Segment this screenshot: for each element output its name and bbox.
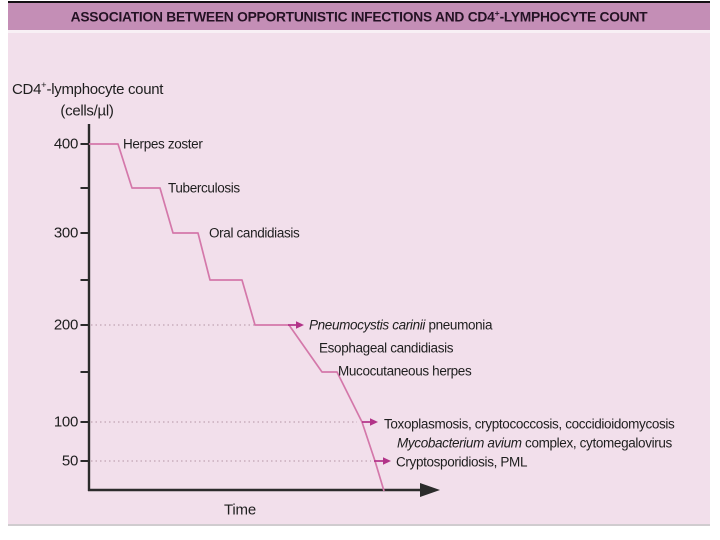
infection-label: Pneumocystis carinii pneumonia	[309, 318, 492, 333]
y-tick-label-100: 100	[53, 413, 78, 431]
infection-label-text-part: Tuberculosis	[168, 180, 240, 196]
infection-label-text-part: Herpes zoster	[123, 136, 203, 152]
y-tick-label-200: 200	[53, 316, 78, 334]
y-tick-label-50: 50	[61, 452, 78, 470]
figure-title-superscript-plus: +	[494, 8, 500, 19]
y-axis-title-text: CD4	[12, 81, 42, 98]
infection-label-italic-part: Mycobacterium avium	[397, 435, 522, 451]
y-tick-label-300: 300	[53, 224, 78, 242]
y-axis-title-superscript-plus: +	[41, 80, 47, 90]
infection-label: Toxoplasmosis, cryptococcosis, coccidioi…	[384, 416, 675, 432]
y-axis-title-text-end: -lymphocyte count	[46, 81, 164, 98]
x-axis-title: Time	[224, 501, 256, 519]
infection-label: Tuberculosis	[168, 181, 240, 196]
infection-label: Cryptosporidiosis, PML	[396, 455, 527, 470]
infection-label-text-part: Esophageal candidiasis	[319, 340, 454, 356]
infection-label-text-part: complex, cytomegalovirus	[521, 435, 672, 451]
infection-label-text-part: Oral candidiasis	[209, 225, 300, 241]
infection-label-text-part: Toxoplasmosis, cryptococcosis, coccidioi…	[384, 416, 675, 432]
y-tick-label-400: 400	[53, 135, 78, 153]
infection-label-text-part: pneumonia	[425, 317, 493, 333]
infection-label: Oral candidiasis	[209, 225, 300, 241]
infection-label-text-part: Cryptosporidiosis, PML	[396, 454, 528, 470]
figure-title-text-end: -LYMPHOCYTE COUNT	[499, 9, 648, 25]
figure-title: ASSOCIATION BETWEEN OPPORTUNISTIC INFECT…	[71, 8, 648, 25]
infection-label: Esophageal candidiasis	[319, 340, 454, 356]
figure-title-text: ASSOCIATION BETWEEN OPPORTUNISTIC INFECT…	[70, 9, 495, 25]
infection-label-text-part: Mucocutaneous herpes	[338, 363, 472, 379]
infection-label: Mucocutaneous herpes	[338, 363, 472, 379]
figure-title-bar: ASSOCIATION BETWEEN OPPORTUNISTIC INFECT…	[8, 3, 710, 33]
y-axis-title: CD4+-lymphocyte count	[12, 80, 163, 98]
infection-label-italic-part: Pneumocystis carinii	[309, 317, 426, 333]
infection-label: Mycobacterium avium complex, cytomegalov…	[397, 436, 672, 451]
infection-label: Herpes zoster	[123, 136, 203, 152]
y-axis-units: (cells/µl)	[60, 102, 114, 120]
